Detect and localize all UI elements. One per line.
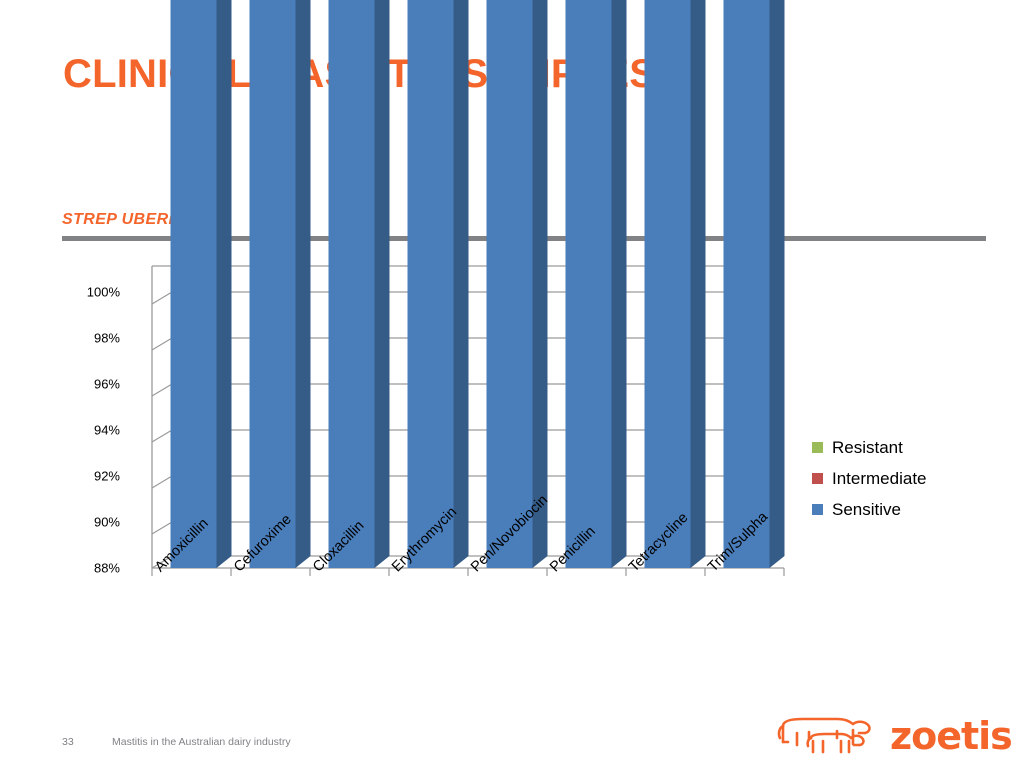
plot-area [124,0,785,576]
bar-penicillin [565,0,627,568]
legend-swatch-icon [812,504,823,515]
bar-trim-sulpha [723,0,785,569]
bar-series-group [170,0,785,569]
bar-segment-front [723,0,770,569]
y-tick-label: 96% [93,376,120,392]
y-tick-label: 90% [93,514,120,530]
bar-cefuroxime [249,0,311,568]
legend-label: Intermediate [832,469,927,488]
x-axis-ticks [151,568,785,576]
bar-erythromycin [407,0,469,569]
bar-pen-novobiocin [486,0,548,568]
legend-swatch-icon [812,473,823,484]
legend-label: Resistant [832,438,903,457]
legend-swatch-icon [812,442,823,453]
y-tick-label: 98% [93,330,120,346]
bar-segment-front [565,0,612,568]
y-tick-label: 100% [86,284,120,300]
y-tick-label: 92% [93,468,120,484]
chart-legend: Resistant Intermediate Sensitive [812,432,927,525]
bar-segment-front [170,0,217,568]
bar-cloxacillin [328,0,390,568]
cow-and-calf-icon [777,717,871,754]
bar-segment-side [374,0,390,568]
y-tick-label: 94% [93,422,120,438]
bar-segment-side [769,0,785,568]
footer-caption: Mastitis in the Australian dairy industr… [112,736,291,748]
x-axis-labels: Amoxicillin Cefuroxime Cloxacillin Eryth… [124,492,784,674]
bar-segment-side [216,0,232,568]
bar-tetracycline [644,0,706,569]
section-subtitle: STREP UBERIS [62,211,185,228]
bar-segment-side [532,0,548,568]
bar-segment-front [486,0,533,568]
page-number: 33 [62,736,74,748]
y-axis-ticks: 100% 98% 96% 94% 92% 90% 88% [62,252,120,576]
brand-logo: zoetis [775,712,1013,760]
legend-item-sensitive: Sensitive [812,494,927,525]
bar-segment-front [407,0,454,569]
bar-segment-front [644,0,691,569]
bar-amoxicillin [170,0,232,568]
bar-segment-side [690,0,706,568]
bar-segment-side [611,0,627,568]
brand-wordmark: zoetis [890,714,1013,758]
chart-container: 100% 98% 96% 94% 92% 90% 88% [62,0,802,674]
bar-chart-svg [151,0,785,576]
bar-segment-side [453,0,469,568]
legend-item-resistant: Resistant [812,432,927,463]
bar-segment-front [328,0,375,568]
legend-item-intermediate: Intermediate [812,463,927,494]
bar-segment-front [249,0,296,568]
y-tick-label: 88% [93,560,120,576]
bar-segment-side [295,0,311,568]
legend-label: Sensitive [832,500,901,519]
